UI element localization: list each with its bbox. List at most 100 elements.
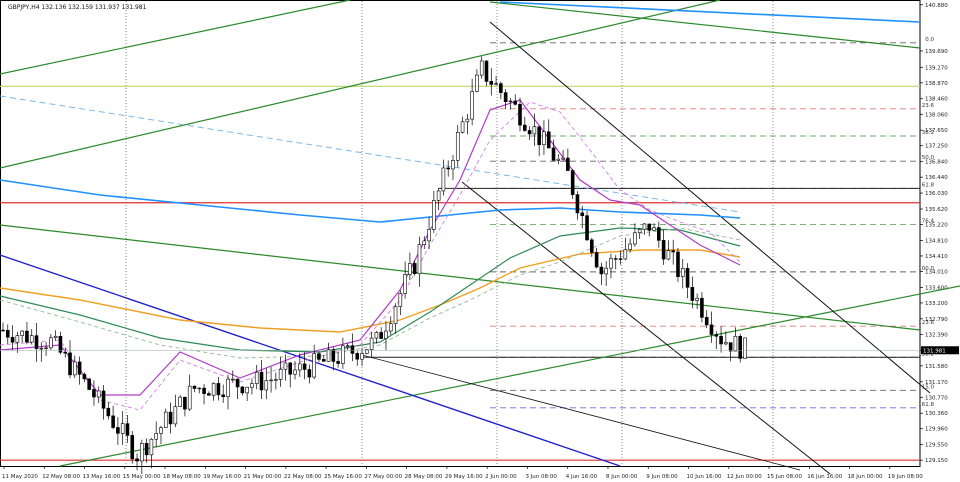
trend-line-dashed bbox=[0, 95, 741, 213]
candle-body bbox=[503, 92, 508, 102]
y-tick-label: 137.650 bbox=[925, 128, 948, 134]
candle-body bbox=[594, 252, 599, 268]
x-tick-label: 16 Jun 16:00 bbox=[807, 474, 842, 480]
candle-body bbox=[432, 200, 436, 230]
candle-body bbox=[709, 324, 714, 335]
candle-body bbox=[360, 353, 364, 360]
trend-line bbox=[461, 181, 831, 475]
candle-body bbox=[321, 359, 326, 362]
y-tick-label: 138.870 bbox=[925, 81, 948, 87]
candle-body bbox=[202, 387, 206, 394]
candle-body bbox=[235, 378, 240, 388]
candle-body bbox=[489, 81, 494, 85]
x-tick-label: 12 May 08:00 bbox=[42, 474, 80, 480]
candle-body bbox=[499, 83, 503, 93]
candle-body bbox=[704, 317, 709, 326]
candle-body bbox=[436, 190, 441, 201]
y-tick-label: 139.270 bbox=[925, 65, 948, 71]
candle-body bbox=[226, 378, 230, 397]
candle-body bbox=[738, 335, 743, 359]
candle-body bbox=[451, 159, 455, 170]
candle-body bbox=[537, 126, 541, 146]
y-tick-label: 130.360 bbox=[925, 411, 948, 417]
y-tick-label: 129.550 bbox=[925, 443, 948, 449]
candle-body bbox=[369, 337, 374, 350]
trend-line bbox=[489, 21, 931, 394]
candle-body bbox=[719, 335, 723, 345]
y-tick-label: 134.810 bbox=[925, 238, 948, 244]
candle-body bbox=[87, 378, 91, 390]
candle-body bbox=[154, 433, 158, 440]
candle-body bbox=[637, 228, 642, 234]
candle-body bbox=[494, 83, 498, 85]
candle-body bbox=[384, 330, 388, 339]
candle-body bbox=[556, 158, 561, 161]
candle-body bbox=[465, 118, 470, 123]
x-tick-label: 29 May 16:00 bbox=[445, 474, 483, 480]
x-tick-label: 9 Jun 08:00 bbox=[646, 474, 678, 480]
candle-body bbox=[398, 293, 403, 307]
fib-level-label: 138.2 bbox=[918, 351, 934, 357]
y-tick-label: 133.200 bbox=[925, 301, 948, 307]
candle-body bbox=[455, 131, 460, 161]
candle-body bbox=[68, 352, 72, 376]
candle-body bbox=[140, 443, 144, 462]
y-tick-label: 130.770 bbox=[925, 395, 948, 401]
candle-body bbox=[518, 103, 522, 126]
candle-body bbox=[676, 251, 680, 277]
candle-body bbox=[393, 306, 398, 324]
candle-body bbox=[120, 423, 125, 434]
candle-body bbox=[293, 369, 297, 375]
fib-level-label: 38.2 bbox=[922, 130, 934, 136]
candle-body bbox=[10, 336, 15, 343]
y-tick-label: 135.220 bbox=[925, 223, 948, 229]
candle-body bbox=[336, 361, 340, 364]
chart-header: GBPJPY,H4 132.136 132.159 131.937 131.98… bbox=[8, 4, 147, 11]
candle-body bbox=[168, 411, 173, 425]
candle-body bbox=[661, 240, 666, 260]
candle-body bbox=[546, 131, 551, 149]
candle-body bbox=[728, 342, 733, 352]
candle-body bbox=[532, 126, 537, 135]
x-tick-label: 19 Jun 08:00 bbox=[888, 474, 923, 480]
candle-body bbox=[657, 227, 661, 241]
candles-group bbox=[1, 56, 747, 474]
current-price-label: 131.981 bbox=[923, 348, 946, 354]
candle-body bbox=[192, 385, 197, 389]
candle-body bbox=[5, 330, 10, 338]
y-tick-label: 138.060 bbox=[925, 112, 948, 118]
x-tick-label: 13 May 16:00 bbox=[83, 474, 121, 480]
candle-body bbox=[542, 131, 546, 146]
candle-body bbox=[575, 194, 580, 214]
candle-body bbox=[403, 274, 407, 294]
candle-body bbox=[508, 100, 513, 103]
candle-body bbox=[350, 345, 355, 354]
x-tick-label: 28 May 08:00 bbox=[405, 474, 443, 480]
candle-body bbox=[183, 396, 187, 410]
candle-body bbox=[479, 60, 484, 76]
candle-body bbox=[551, 147, 556, 161]
candle-body bbox=[470, 90, 474, 120]
candle-body bbox=[297, 363, 302, 371]
candle-body bbox=[561, 157, 565, 160]
candle-body bbox=[197, 387, 202, 390]
candle-body bbox=[82, 374, 87, 380]
candle-body bbox=[230, 378, 235, 381]
fib-level-label: 61.8 bbox=[922, 182, 935, 188]
trend-line bbox=[0, 0, 721, 169]
x-tick-label: 27 May 00:00 bbox=[364, 474, 402, 480]
candle-body bbox=[274, 379, 278, 381]
candle-body bbox=[39, 347, 44, 350]
candle-body bbox=[484, 60, 489, 82]
candle-body bbox=[345, 345, 350, 347]
candle-body bbox=[317, 353, 321, 360]
candle-body bbox=[29, 335, 34, 343]
fib-level-label: 100.0 bbox=[918, 266, 934, 272]
trend-line bbox=[361, 354, 801, 471]
candle-body bbox=[604, 267, 608, 275]
moving-average-purple bbox=[0, 99, 741, 396]
x-tick-label: 3 Jun 08:00 bbox=[525, 474, 557, 480]
x-tick-label: 18 May 08:00 bbox=[163, 474, 201, 480]
